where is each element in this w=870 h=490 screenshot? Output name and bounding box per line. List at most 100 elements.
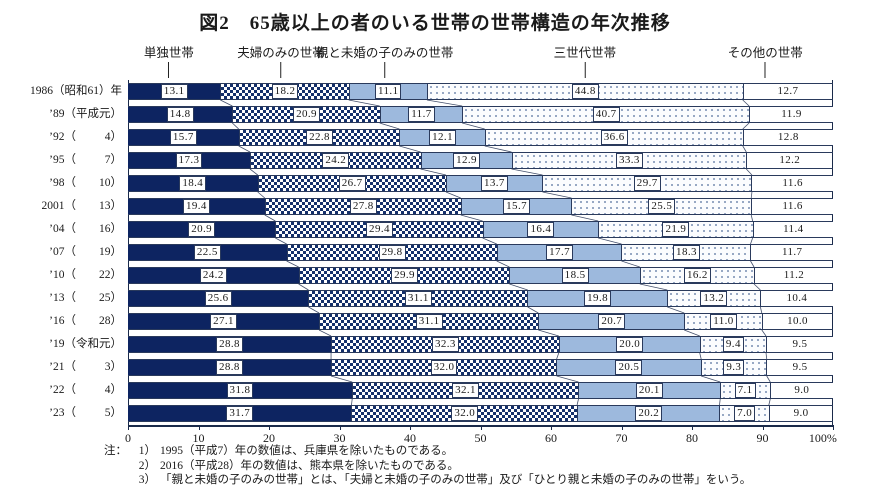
bar-segment-4[interactable]: 9.3 (700, 360, 767, 375)
bar-segment-5[interactable]: 12.2 (746, 153, 833, 168)
bar-segment-3[interactable]: 20.7 (538, 314, 685, 329)
bar-segment-3[interactable]: 11.7 (379, 107, 463, 122)
bar-segment-3[interactable]: 20.2 (577, 406, 720, 421)
bar-segment-1[interactable]: 31.8 (128, 383, 352, 398)
bar-segment-5[interactable]: 9.5 (766, 337, 833, 352)
bar-segment-4[interactable]: 11.0 (684, 314, 762, 329)
bar-segment-5[interactable]: 11.6 (751, 199, 833, 214)
bar-segment-3[interactable]: 18.5 (509, 268, 640, 283)
chart-bar-row[interactable]: 17.3 24.2 12.9 33.3 12.2 (128, 152, 833, 169)
chart-bar-row[interactable]: 13.1 18.2 11.1 44.8 12.7 (128, 83, 833, 100)
bar-segment-2[interactable]: 22.8 (238, 130, 400, 145)
bar-segment-1[interactable]: 14.8 (128, 107, 233, 122)
bar-segment-2[interactable]: 29.8 (286, 245, 497, 260)
bar-segment-4[interactable]: 13.2 (666, 291, 760, 306)
bar-segment-1[interactable]: 22.5 (128, 245, 287, 260)
bar-segment-5[interactable]: 11.9 (749, 107, 833, 122)
bar-segment-4[interactable]: 40.7 (462, 107, 750, 122)
bar-segment-1[interactable]: 31.7 (128, 406, 352, 421)
bar-segment-value: 18.4 (179, 176, 207, 191)
bar-segment-4[interactable]: 36.6 (484, 130, 743, 145)
bar-segment-3[interactable]: 13.7 (445, 176, 543, 191)
bar-segment-4[interactable]: 33.3 (511, 153, 747, 168)
bar-segment-2[interactable]: 24.2 (249, 153, 421, 168)
bar-segment-1[interactable]: 25.6 (128, 291, 309, 306)
bar-segment-3[interactable]: 11.1 (348, 84, 427, 99)
chart-bar-row[interactable]: 27.1 31.1 20.7 11.0 10.0 (128, 313, 833, 330)
bar-segment-3[interactable]: 20.1 (578, 383, 720, 398)
chart-bar-row[interactable]: 31.8 32.1 20.1 7.1 9.0 (128, 382, 833, 399)
bar-segment-2[interactable]: 27.8 (264, 199, 461, 214)
bar-segment-1[interactable]: 20.9 (128, 222, 276, 237)
bar-segment-2[interactable]: 32.0 (330, 360, 557, 375)
bar-segment-5[interactable]: 11.7 (750, 245, 833, 260)
bar-segment-3[interactable]: 12.9 (420, 153, 512, 168)
bar-segment-5[interactable]: 10.4 (759, 291, 833, 306)
chart-bar-row[interactable]: 25.6 31.1 19.8 13.2 10.4 (128, 290, 833, 307)
chart-bar-row[interactable]: 31.7 32.0 20.2 7.0 9.0 (128, 405, 833, 422)
bar-segment-5[interactable]: 10.0 (761, 314, 833, 329)
bar-segment-2[interactable]: 26.7 (257, 176, 446, 191)
bar-segment-4[interactable]: 9.4 (699, 337, 766, 352)
bar-segment-3[interactable]: 19.8 (527, 291, 667, 306)
bar-segment-4[interactable]: 7.1 (719, 383, 770, 398)
bar-segment-1[interactable]: 13.1 (128, 84, 221, 99)
chart-bar-row[interactable]: 19.4 27.8 15.7 25.5 11.6 (128, 198, 833, 215)
bar-segment-4[interactable]: 16.2 (639, 268, 755, 283)
bar-segment-2[interactable]: 31.1 (319, 314, 539, 329)
bar-segment-4[interactable]: 21.9 (598, 222, 753, 237)
bar-segment-4[interactable]: 25.5 (571, 199, 752, 214)
x-axis-tick (692, 425, 693, 430)
bar-segment-2[interactable]: 29.4 (275, 222, 483, 237)
x-axis-tick (762, 425, 764, 430)
bar-segment-value: 27.1 (210, 314, 237, 329)
bar-segment-3[interactable]: 15.7 (460, 199, 572, 214)
bar-segment-1[interactable]: 15.7 (128, 130, 239, 145)
bar-segment-1[interactable]: 27.1 (128, 314, 320, 329)
bar-segment-2[interactable]: 32.1 (351, 383, 579, 398)
bar-segment-5[interactable]: 12.8 (742, 130, 833, 145)
bar-segment-3[interactable]: 20.5 (556, 360, 701, 375)
chart-bar-row[interactable]: 28.8 32.3 20.0 9.4 9.5 (128, 336, 833, 353)
stacked-bar: 15.7 22.8 12.1 36.6 12.8 (128, 129, 833, 146)
bar-segment-5[interactable]: 12.7 (742, 84, 833, 99)
bar-segment-2[interactable]: 31.1 (308, 291, 528, 306)
bar-segment-1[interactable]: 28.8 (128, 360, 331, 375)
bar-segment-2[interactable]: 32.0 (351, 406, 578, 421)
bar-segment-value: 18.3 (673, 245, 700, 260)
y-label-era: 28） (99, 314, 122, 327)
chart-bar-row[interactable]: 15.7 22.8 12.1 36.6 12.8 (128, 129, 833, 146)
bar-segment-2[interactable]: 20.9 (232, 107, 380, 122)
bar-segment-1[interactable]: 18.4 (128, 176, 258, 191)
bar-segment-1[interactable]: 24.2 (128, 268, 299, 283)
chart-bar-row[interactable]: 20.9 29.4 16.4 21.9 11.4 (128, 221, 833, 238)
chart-bar-row[interactable]: 14.8 20.9 11.7 40.7 11.9 (128, 106, 833, 123)
bar-segment-4[interactable]: 18.3 (621, 245, 751, 260)
bar-segment-4[interactable]: 7.0 (719, 406, 769, 421)
bar-segment-1[interactable]: 17.3 (128, 153, 250, 168)
bar-segment-value: 12.1 (429, 130, 456, 145)
bar-segment-5[interactable]: 11.4 (752, 222, 833, 237)
bar-segment-3[interactable]: 16.4 (482, 222, 599, 237)
bar-segment-3[interactable]: 17.7 (496, 245, 622, 260)
bar-segment-4[interactable]: 44.8 (426, 84, 743, 99)
bar-segment-5[interactable]: 11.6 (751, 176, 833, 191)
chart-bar-row[interactable]: 28.8 32.0 20.5 9.3 9.5 (128, 359, 833, 376)
chart-bar-row[interactable]: 22.5 29.8 17.7 18.3 11.7 (128, 244, 833, 261)
bar-segment-value: 20.9 (188, 222, 216, 237)
bar-segment-3[interactable]: 12.1 (399, 130, 485, 145)
bar-segment-5[interactable]: 11.2 (754, 268, 833, 283)
bar-segment-2[interactable]: 18.2 (220, 84, 349, 99)
bar-segment-5[interactable]: 9.0 (768, 406, 833, 421)
bar-segment-5[interactable]: 9.0 (769, 383, 833, 398)
bar-segment-1[interactable]: 28.8 (128, 337, 332, 352)
bar-segment-2[interactable]: 32.3 (331, 337, 559, 352)
bar-segment-1[interactable]: 19.4 (128, 199, 265, 214)
chart-bar-row[interactable]: 18.4 26.7 13.7 29.7 11.6 (128, 175, 833, 192)
bar-segment-2[interactable]: 29.9 (298, 268, 510, 283)
chart-bar-row[interactable]: 24.2 29.9 18.5 16.2 11.2 (128, 267, 833, 284)
stacked-bar: 31.7 32.0 20.2 7.0 9.0 (128, 405, 833, 422)
bar-segment-3[interactable]: 20.0 (558, 337, 700, 352)
bar-segment-4[interactable]: 29.7 (542, 176, 752, 191)
bar-segment-5[interactable]: 9.5 (766, 360, 833, 375)
